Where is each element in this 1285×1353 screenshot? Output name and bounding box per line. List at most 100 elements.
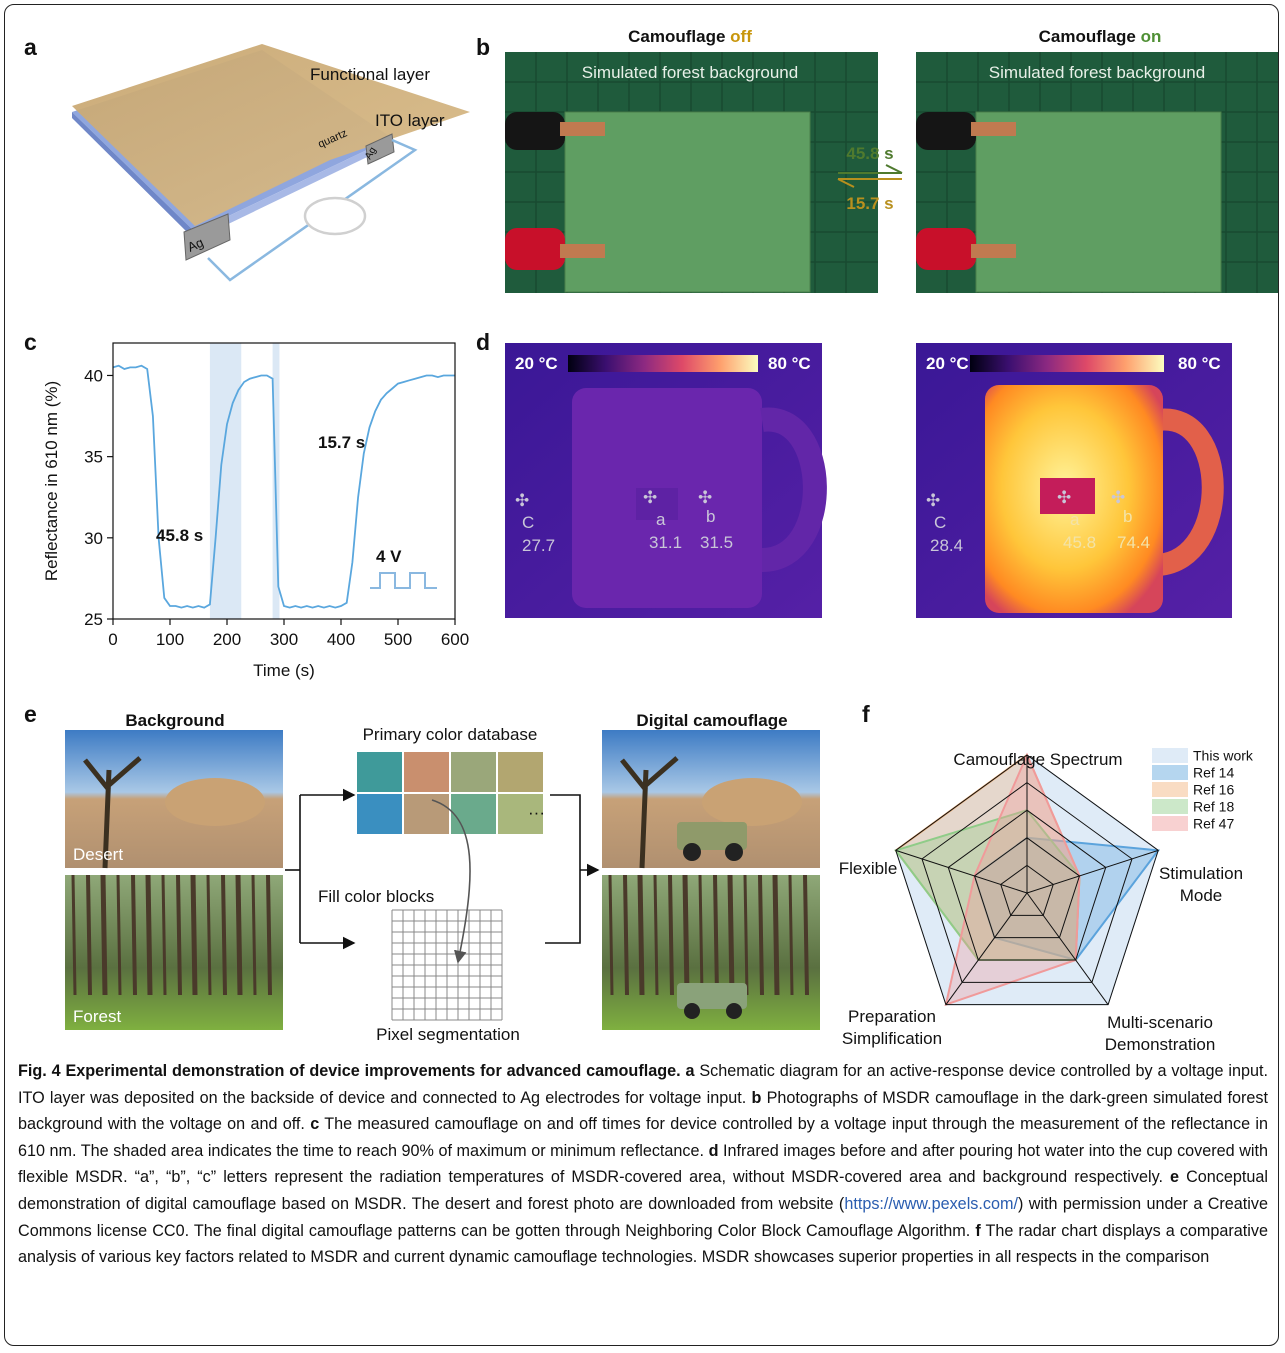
trunk bbox=[223, 875, 225, 995]
data-line bbox=[113, 366, 455, 608]
trunk bbox=[730, 875, 732, 995]
trunk bbox=[133, 875, 135, 995]
axis-label: Flexible bbox=[839, 859, 898, 878]
axis-label-line: Camouflage Spectrum bbox=[953, 750, 1122, 769]
y-tick-label: 25 bbox=[84, 610, 103, 629]
trunk bbox=[685, 875, 687, 995]
trunk bbox=[253, 875, 255, 995]
photo-label: Forest bbox=[73, 1007, 121, 1026]
y-axis-label: Reflectance in 610 nm (%) bbox=[42, 381, 61, 581]
annotation: 15.7 s bbox=[318, 433, 365, 452]
trunk bbox=[775, 875, 777, 995]
crosshair: ✣ bbox=[643, 488, 657, 507]
pixel-grid bbox=[392, 910, 502, 1020]
clip-contact bbox=[971, 244, 1016, 258]
temperature: 45.8 bbox=[1063, 533, 1096, 552]
infrared-image: 20 °C 80 °C ✣ ✣ ✣ C 28.4 a 45.8 b 74.4 bbox=[916, 343, 1232, 618]
color-block bbox=[404, 794, 449, 834]
clip-black bbox=[505, 112, 565, 150]
panel-label: f bbox=[862, 701, 870, 727]
color-block bbox=[451, 752, 496, 792]
x-tick-label: 200 bbox=[213, 630, 241, 649]
color-scale bbox=[970, 355, 1164, 372]
voltage-pulse-icon bbox=[370, 573, 437, 588]
trunk bbox=[148, 875, 150, 995]
crosshair: ✣ bbox=[1111, 488, 1125, 507]
axis-label-line: Stimulation bbox=[1159, 864, 1243, 883]
axis-label: StimulationMode bbox=[1159, 864, 1243, 905]
rock bbox=[165, 778, 265, 826]
axis-label: Multi-scenario Demonstration bbox=[1105, 1013, 1216, 1050]
point-label: b bbox=[706, 507, 715, 526]
trunk bbox=[208, 875, 210, 995]
annotation: ITO layer bbox=[375, 111, 445, 130]
trunk bbox=[640, 875, 642, 995]
color-block bbox=[404, 752, 449, 792]
legend-label: Ref 47 bbox=[1193, 816, 1234, 832]
axis-label-line: Demonstration bbox=[1105, 1035, 1216, 1050]
axis-label-line: Multi-scenario bbox=[1107, 1013, 1213, 1032]
trunk bbox=[715, 875, 717, 995]
photo bbox=[505, 52, 878, 293]
trunk bbox=[118, 875, 120, 995]
rock bbox=[702, 778, 802, 826]
x-tick-label: 300 bbox=[270, 630, 298, 649]
x-tick-label: 400 bbox=[327, 630, 355, 649]
photo-caption: Simulated forest background bbox=[582, 63, 798, 82]
title-text: Camouflage bbox=[1039, 27, 1136, 46]
device bbox=[976, 112, 1221, 292]
clip-contact bbox=[971, 122, 1016, 136]
wheel bbox=[726, 1003, 742, 1019]
clip-black bbox=[916, 112, 976, 150]
trunk bbox=[178, 875, 180, 995]
trunk bbox=[790, 875, 792, 995]
trunk bbox=[625, 875, 627, 995]
caption-panel-label: b bbox=[751, 1089, 761, 1107]
point-label: a bbox=[1070, 510, 1080, 529]
trunk bbox=[610, 875, 612, 995]
color-block bbox=[357, 752, 402, 792]
color-block bbox=[451, 794, 496, 834]
annotation: Fill color blocks bbox=[318, 887, 434, 906]
wheel bbox=[684, 1003, 700, 1019]
time-label: 45.8 s bbox=[846, 144, 893, 163]
trunk bbox=[745, 875, 747, 995]
photo-title: Camouflage on bbox=[1039, 27, 1162, 46]
wheel bbox=[725, 843, 743, 861]
y-tick-label: 35 bbox=[84, 448, 103, 467]
crosshair: ✣ bbox=[1057, 488, 1071, 507]
annotation: Primary color database bbox=[363, 725, 538, 744]
clip-contact bbox=[560, 244, 605, 258]
legend-swatch bbox=[1152, 765, 1188, 780]
legend-swatch bbox=[1152, 816, 1188, 831]
caption-link[interactable]: https://www.pexels.com/ bbox=[844, 1195, 1018, 1213]
legend-swatch bbox=[1152, 782, 1188, 797]
scale-label: 80 °C bbox=[1178, 354, 1221, 373]
trunk bbox=[73, 875, 75, 995]
panel-label: d bbox=[476, 329, 490, 355]
temperature: 28.4 bbox=[930, 536, 963, 555]
trunk bbox=[193, 875, 195, 995]
clip-red bbox=[505, 228, 565, 270]
trunk bbox=[103, 875, 105, 995]
photo-caption: Simulated forest background bbox=[989, 63, 1205, 82]
wheel bbox=[683, 843, 701, 861]
photo-label: Desert bbox=[73, 845, 123, 864]
device bbox=[565, 112, 810, 292]
temperature: 74.4 bbox=[1117, 533, 1150, 552]
scale-label: 20 °C bbox=[926, 354, 969, 373]
caption-panel-label: f bbox=[975, 1222, 980, 1240]
crosshair: ✣ bbox=[926, 491, 940, 510]
photo-title: Camouflage off bbox=[628, 27, 752, 46]
point-label: C bbox=[934, 513, 946, 532]
power-source bbox=[305, 198, 365, 234]
temperature: 31.1 bbox=[649, 533, 682, 552]
device-schematic: Functional layer ITO layer quartz Ag Ag bbox=[72, 44, 470, 280]
page: a Functional layer ITO layer quartz Ag A… bbox=[0, 0, 1285, 1353]
arrow bbox=[886, 165, 902, 173]
scale-label: 80 °C bbox=[768, 354, 811, 373]
legend-label: Ref 14 bbox=[1193, 765, 1234, 781]
temperature: 27.7 bbox=[522, 536, 555, 555]
